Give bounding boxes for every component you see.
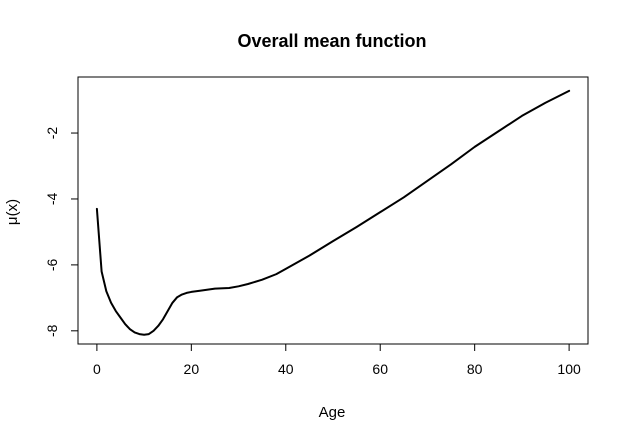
x-tick-label: 60 bbox=[372, 361, 388, 377]
x-tick-label: 40 bbox=[278, 361, 294, 377]
mean-function-line bbox=[95, 89, 571, 336]
y-tick-label: -2 bbox=[44, 127, 60, 140]
plot-frame bbox=[77, 76, 589, 345]
y-axis-label: μ(x) bbox=[4, 199, 21, 225]
x-tick-label: 0 bbox=[93, 361, 101, 377]
y-axis: -8 -6 -4 -2 bbox=[44, 127, 79, 337]
x-tick-label: 20 bbox=[184, 361, 200, 377]
chart-title: Overall mean function bbox=[237, 31, 426, 51]
x-tick-label: 80 bbox=[467, 361, 483, 377]
x-axis: 0 20 40 60 80 100 bbox=[93, 343, 581, 377]
x-axis-label: Age bbox=[319, 404, 346, 421]
y-tick-label: -6 bbox=[44, 258, 60, 271]
y-tick-label: -8 bbox=[44, 324, 60, 337]
y-tick-label: -4 bbox=[44, 193, 60, 206]
x-tick-label: 100 bbox=[557, 361, 581, 377]
